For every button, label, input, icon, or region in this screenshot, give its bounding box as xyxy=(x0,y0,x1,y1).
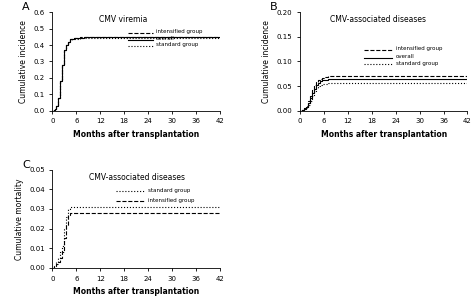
Y-axis label: Cumulative incidence: Cumulative incidence xyxy=(19,20,28,103)
Text: B: B xyxy=(269,2,277,12)
X-axis label: Months after transplantation: Months after transplantation xyxy=(73,287,199,296)
Text: CMV-associated diseases: CMV-associated diseases xyxy=(89,172,185,182)
Text: CMV viremia: CMV viremia xyxy=(99,15,148,24)
Text: standard group: standard group xyxy=(395,61,437,66)
Text: CMV-associated diseases: CMV-associated diseases xyxy=(329,15,426,24)
Text: standard group: standard group xyxy=(148,188,190,193)
Text: standard group: standard group xyxy=(156,42,198,47)
X-axis label: Months after transplantation: Months after transplantation xyxy=(73,130,199,139)
Y-axis label: Cumulative mortality: Cumulative mortality xyxy=(14,178,23,260)
Text: intensified group: intensified group xyxy=(156,29,202,34)
Text: intensified group: intensified group xyxy=(148,198,194,203)
Text: overall: overall xyxy=(156,36,175,41)
X-axis label: Months after transplantation: Months after transplantation xyxy=(320,130,446,139)
Text: intensified group: intensified group xyxy=(395,46,441,51)
Y-axis label: Cumulative incidence: Cumulative incidence xyxy=(262,20,271,103)
Text: C: C xyxy=(22,160,30,170)
Text: A: A xyxy=(22,2,30,12)
Text: overall: overall xyxy=(395,54,413,59)
